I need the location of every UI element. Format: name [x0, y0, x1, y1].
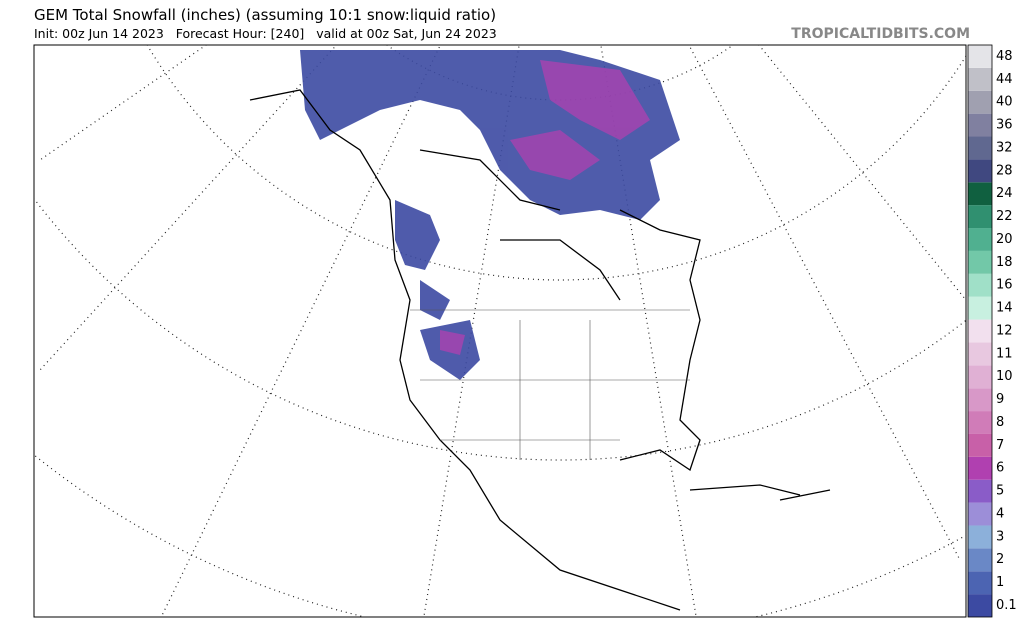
- colorbar-label: 3: [996, 529, 1004, 544]
- colorbar-label: 18: [996, 255, 1013, 270]
- colorbar-label: 32: [996, 140, 1013, 155]
- colorbar-label: 12: [996, 323, 1013, 338]
- colorbar-cell: [968, 205, 992, 229]
- colorbar-label: 10: [996, 369, 1013, 384]
- colorbar-label: 14: [996, 301, 1013, 316]
- colorbar-cell: [968, 548, 992, 572]
- colorbar-cell: [968, 365, 992, 389]
- brand: TROPICALTIDBITS.COM: [791, 26, 970, 42]
- colorbar-cell: [968, 479, 992, 503]
- colorbar-cell: [968, 433, 992, 457]
- title: GEM Total Snowfall (inches) (assuming 10…: [34, 6, 496, 24]
- colorbar-cell: [968, 228, 992, 251]
- colorbar-cell: [968, 456, 992, 480]
- colorbar-label: 0.1: [996, 598, 1017, 613]
- colorbar-cell: [968, 136, 992, 160]
- colorbar-cell: [968, 388, 992, 412]
- colorbar-label: 22: [996, 209, 1013, 224]
- colorbar-label: 6: [996, 461, 1004, 476]
- colorbar-cell: [968, 411, 992, 434]
- colorbar: 0.11234567891011121416182022242832364044…: [967, 44, 1017, 618]
- colorbar-cell: [968, 502, 992, 526]
- colorbar-cell: [968, 182, 992, 206]
- colorbar-label: 7: [996, 438, 1004, 453]
- colorbar-label: 4: [996, 506, 1004, 521]
- colorbar-label: 24: [996, 186, 1013, 201]
- colorbar-label: 5: [996, 484, 1004, 499]
- map-frame: [33, 44, 967, 618]
- colorbar-cell: [968, 525, 992, 549]
- colorbar-label: 48: [996, 49, 1013, 64]
- colorbar-label: 9: [996, 392, 1004, 407]
- colorbar-cell: [968, 67, 992, 91]
- colorbar-cell: [968, 319, 992, 343]
- colorbar-label: 36: [996, 118, 1013, 133]
- colorbar-label: 2: [996, 552, 1004, 567]
- colorbar-cell: [968, 45, 992, 68]
- colorbar-cell: [968, 250, 992, 274]
- colorbar-label: 11: [996, 346, 1013, 361]
- colorbar-cell: [968, 159, 992, 183]
- colorbar-cell: [968, 342, 992, 366]
- colorbar-cell: [968, 113, 992, 137]
- colorbar-cell: [968, 273, 992, 297]
- colorbar-frame: [967, 44, 993, 618]
- subtitle: Init: 00z Jun 14 2023 Forecast Hour: [24…: [34, 26, 497, 41]
- colorbar-label: 1: [996, 575, 1004, 590]
- colorbar-cell: [968, 594, 992, 617]
- colorbar-label: 8: [996, 415, 1004, 430]
- colorbar-cell: [968, 296, 992, 320]
- colorbar-label: 20: [996, 232, 1013, 247]
- colorbar-cell: [968, 90, 992, 114]
- colorbar-label: 16: [996, 278, 1013, 293]
- colorbar-label: 44: [996, 72, 1013, 87]
- colorbar-label: 28: [996, 163, 1013, 178]
- colorbar-label: 40: [996, 95, 1013, 110]
- colorbar-cell: [968, 571, 992, 595]
